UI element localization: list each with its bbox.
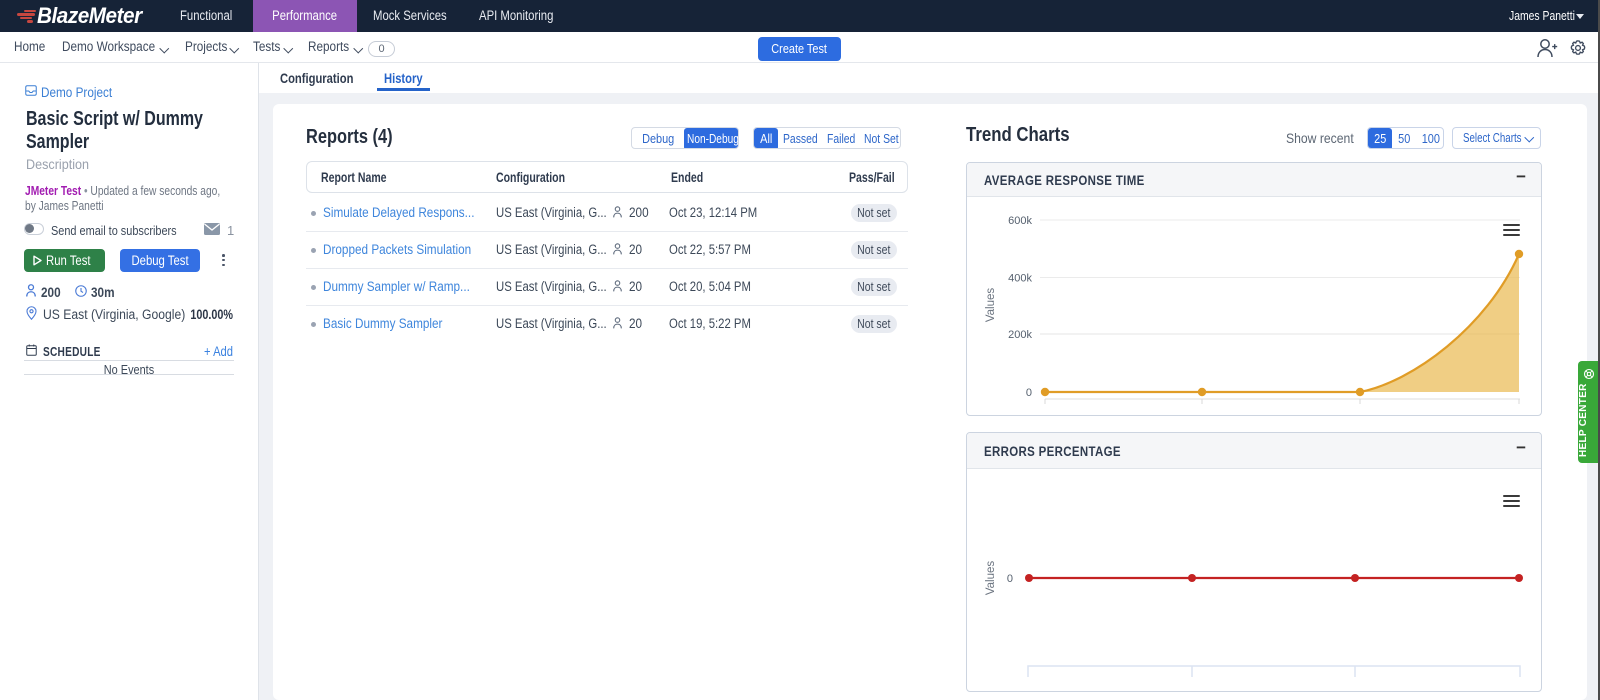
svg-text:200k: 200k (1008, 329, 1032, 341)
svg-text:Values: Values (985, 561, 997, 596)
svg-text:400k: 400k (1008, 273, 1032, 285)
svg-text:0: 0 (1007, 573, 1013, 585)
svg-text:600k: 600k (1008, 215, 1032, 227)
svg-text:0: 0 (1026, 387, 1032, 399)
svg-text:Values: Values (985, 288, 997, 323)
